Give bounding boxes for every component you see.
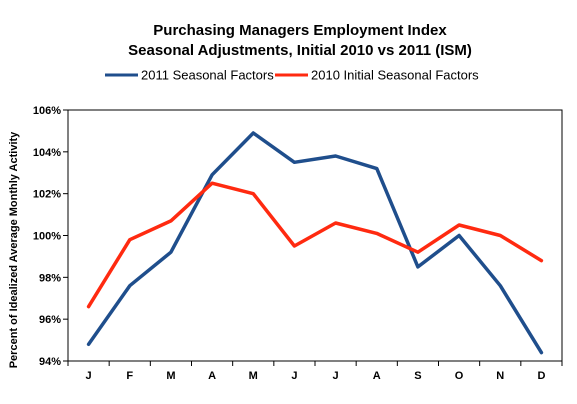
x-tick-label: O bbox=[455, 370, 464, 382]
y-tick-label: 98% bbox=[39, 272, 61, 284]
y-axis-label: Percent of Idealized Average Monthly Act… bbox=[8, 131, 20, 368]
chart-subtitle: Seasonal Adjustments, Initial 2010 vs 20… bbox=[128, 42, 472, 59]
y-tick-label: 106% bbox=[33, 105, 61, 117]
y-tick-label: 96% bbox=[39, 314, 61, 326]
y-tick-label: 94% bbox=[39, 356, 61, 368]
x-tick-label: D bbox=[537, 370, 545, 382]
x-tick-label: A bbox=[208, 370, 216, 382]
y-axis: 94% 96% 98% 100% 102% 104% 106% bbox=[33, 105, 68, 368]
x-tick-label: J bbox=[86, 370, 92, 382]
legend-label-1: 2010 Initial Seasonal Factors bbox=[311, 68, 479, 83]
y-tick-label: 100% bbox=[33, 231, 61, 243]
y-tick-label: 104% bbox=[33, 147, 61, 159]
legend-label-0: 2011 Seasonal Factors bbox=[141, 68, 274, 83]
x-tick-label: J bbox=[291, 370, 297, 382]
chart-title: Purchasing Managers Employment Index bbox=[153, 22, 447, 39]
legend: 2011 Seasonal Factors 2010 Initial Seaso… bbox=[105, 68, 479, 83]
x-tick-label: M bbox=[166, 370, 175, 382]
x-tick-label: A bbox=[373, 370, 381, 382]
series-layer bbox=[86, 131, 544, 355]
series-line-1 bbox=[86, 181, 544, 309]
x-tick-label: J bbox=[333, 370, 339, 382]
x-tick-label: F bbox=[126, 370, 133, 382]
x-tick-label: S bbox=[414, 370, 421, 382]
x-tick-label: M bbox=[249, 370, 258, 382]
series-line-0 bbox=[86, 131, 544, 355]
y-tick-label: 102% bbox=[33, 189, 61, 201]
x-tick-label: N bbox=[496, 370, 504, 382]
